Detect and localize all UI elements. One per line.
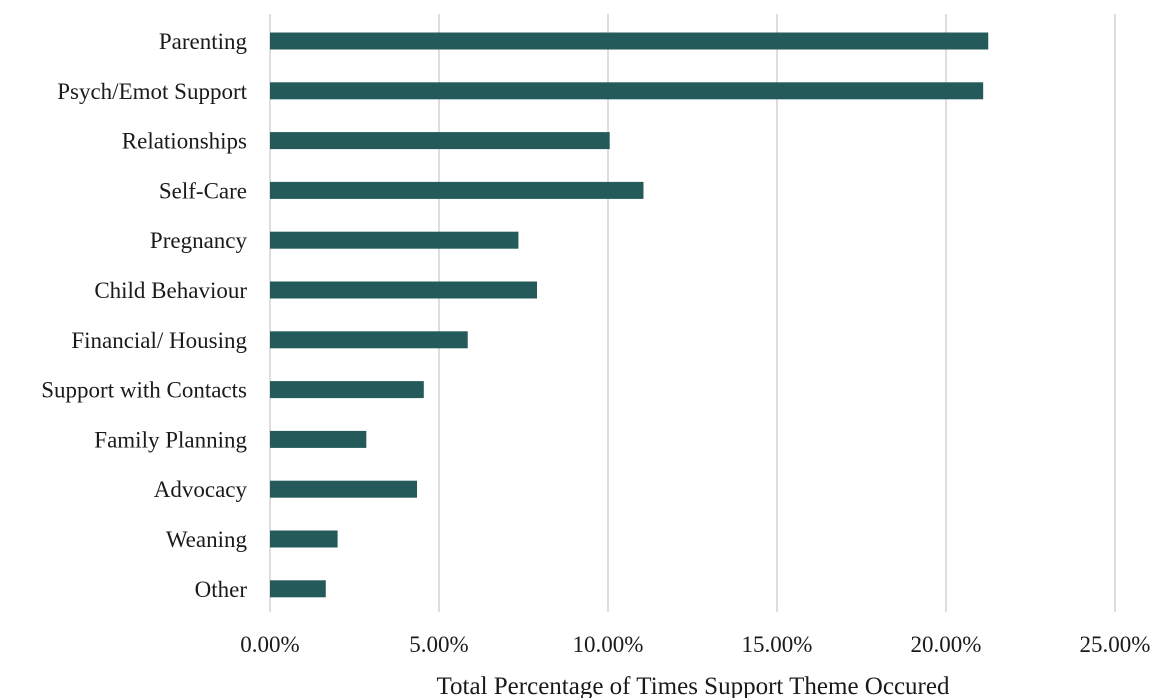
category-label: Support with Contacts <box>41 378 247 403</box>
bar <box>270 331 468 349</box>
category-label: Financial/ Housing <box>71 328 247 353</box>
x-axis-title: Total Percentage of Times Support Theme … <box>437 673 950 698</box>
bar <box>270 231 519 249</box>
x-tick-label: 15.00% <box>742 632 813 657</box>
bar <box>270 132 610 150</box>
bar <box>270 580 326 598</box>
category-label: Other <box>195 577 248 602</box>
bar <box>270 430 367 448</box>
bar <box>270 181 644 199</box>
bar <box>270 480 418 498</box>
grid-lines <box>269 14 1116 612</box>
category-label: Weaning <box>166 527 248 552</box>
bar <box>270 32 989 50</box>
bar <box>270 281 538 299</box>
category-label: Child Behaviour <box>94 278 247 303</box>
category-label: Self-Care <box>159 178 247 203</box>
x-tick-label: 20.00% <box>911 632 982 657</box>
category-label: Psych/Emot Support <box>57 79 247 104</box>
x-tick-label: 25.00% <box>1080 632 1151 657</box>
category-label: Advocacy <box>154 477 248 502</box>
x-tick-label: 10.00% <box>573 632 644 657</box>
category-label: Family Planning <box>94 427 247 452</box>
x-tick-label: 0.00% <box>240 632 299 657</box>
category-label: Parenting <box>159 29 248 54</box>
x-tick-label: 5.00% <box>409 632 468 657</box>
bar <box>270 82 984 100</box>
category-label: Relationships <box>122 129 247 154</box>
bar <box>270 530 338 548</box>
bar <box>270 381 424 399</box>
category-label: Pregnancy <box>150 228 248 253</box>
x-tick-labels: 0.00% 5.00% 10.00% 15.00% 20.00% 25.00% <box>240 632 1150 657</box>
category-labels: Parenting Psych/Emot Support Relationships… <box>41 29 247 602</box>
bars <box>270 32 989 598</box>
